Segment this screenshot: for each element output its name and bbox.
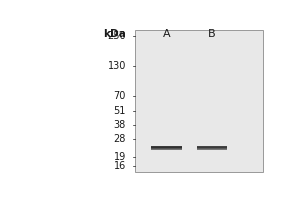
Text: 70: 70 bbox=[113, 91, 126, 101]
Bar bbox=[197, 148, 227, 149]
Bar bbox=[135, 30, 263, 172]
Bar bbox=[152, 147, 182, 148]
Bar bbox=[152, 149, 182, 150]
Bar bbox=[152, 148, 182, 149]
Text: B: B bbox=[208, 29, 216, 39]
Text: 19: 19 bbox=[114, 152, 126, 162]
Text: 250: 250 bbox=[107, 31, 126, 41]
Bar bbox=[197, 146, 227, 147]
Text: A: A bbox=[163, 29, 170, 39]
Bar bbox=[197, 147, 227, 148]
Text: kDa: kDa bbox=[103, 29, 126, 39]
Bar bbox=[152, 146, 182, 147]
Text: 28: 28 bbox=[113, 134, 126, 144]
Text: 130: 130 bbox=[107, 61, 126, 71]
Text: 51: 51 bbox=[113, 106, 126, 116]
Text: 38: 38 bbox=[114, 120, 126, 130]
Bar bbox=[197, 149, 227, 150]
Text: 16: 16 bbox=[114, 161, 126, 171]
